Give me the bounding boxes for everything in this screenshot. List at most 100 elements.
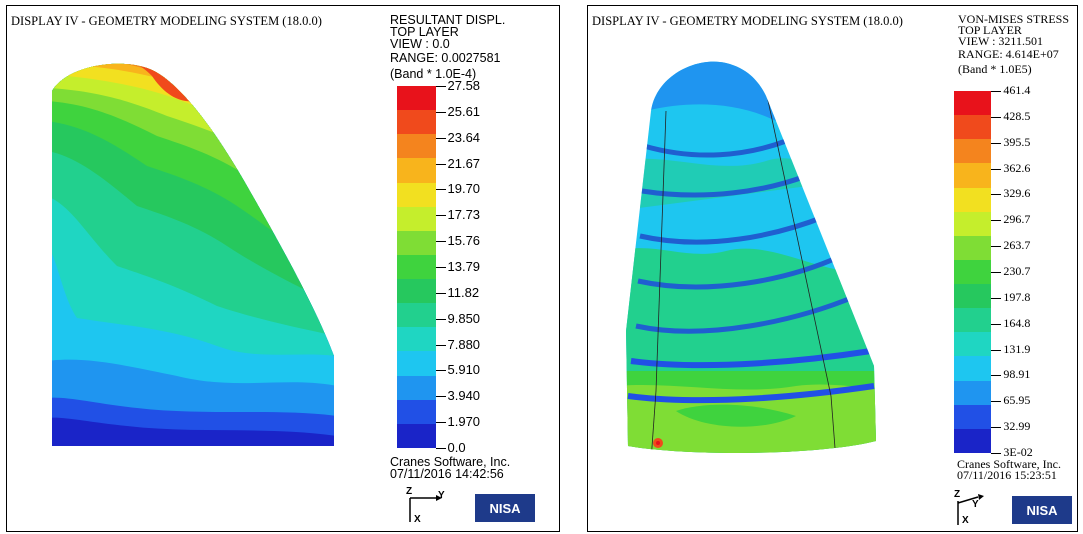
scale-label: 1.970 [447, 414, 481, 430]
right-panel: DISPLAY IV - GEOMETRY MODELING SYSTEM (1… [587, 5, 1078, 532]
color-band [397, 110, 436, 135]
scale-label: 13.79 [447, 259, 481, 274]
scale-tick [435, 267, 446, 268]
color-band [397, 423, 436, 449]
color-band [954, 91, 992, 116]
scale-label: 23.64 [447, 129, 481, 145]
left-layer: TOP LAYER [390, 25, 459, 39]
color-band [397, 351, 436, 377]
right-range: RANGE: 4.614E+07 [958, 47, 1059, 61]
scale-label: 296.7 [1003, 212, 1031, 227]
scale-tick [991, 453, 1002, 454]
scale-label: 164.8 [1003, 315, 1031, 330]
scale-label: 98.91 [1003, 367, 1031, 382]
scale-label: 131.9 [1003, 341, 1031, 356]
scale-label: 5.910 [447, 362, 481, 378]
color-band [954, 428, 992, 454]
scale-label: 25.61 [447, 103, 481, 119]
scale-tick [991, 142, 1002, 144]
left-band-factor: (Band * 1.0E-4) [390, 67, 477, 81]
left-nisa-logo: NISA [475, 494, 535, 522]
color-band [954, 332, 992, 357]
scale-tick [991, 401, 1002, 403]
left-company: Cranes Software, Inc. [390, 455, 511, 469]
scale-label: 3E-02 [1003, 445, 1033, 459]
scale-label: 197.8 [1003, 289, 1031, 304]
scale-label: 9.850 [447, 310, 481, 326]
scale-tick [435, 163, 446, 165]
color-band [954, 308, 992, 333]
color-band [397, 303, 436, 328]
scale-label: 329.6 [1003, 186, 1031, 201]
scale-label: 21.67 [447, 155, 481, 171]
right-result-type: VON-MISES STRESS [958, 12, 1070, 26]
color-band [954, 163, 992, 189]
scale-tick [991, 91, 1002, 92]
scale-tick [435, 422, 446, 424]
scale-label: 230.7 [1003, 264, 1031, 278]
scale-label: 27.58 [447, 78, 481, 93]
right-view: VIEW : 3211.501 [958, 34, 1043, 48]
left-info: RESULTANT DISPL. TOP LAYER VIEW : 0.0 RA… [390, 13, 506, 81]
scale-tick [991, 220, 1002, 222]
scale-label: 7.880 [447, 336, 481, 352]
color-band [397, 86, 436, 111]
color-band [397, 182, 436, 208]
color-band [954, 187, 992, 213]
color-band [954, 259, 992, 285]
left-contour-plot [52, 63, 334, 446]
scale-tick [991, 116, 1002, 118]
axis-triad-icon [957, 494, 984, 525]
scale-label: 0.0 [447, 440, 466, 455]
right-header: DISPLAY IV - GEOMETRY MODELING SYSTEM (1… [592, 14, 903, 28]
scale-tick [991, 272, 1002, 273]
color-band [397, 158, 436, 184]
scale-tick [435, 241, 446, 243]
scale-tick [991, 194, 1002, 196]
scale-label: 32.99 [1003, 419, 1031, 434]
right-color-scale [954, 91, 1022, 454]
scale-label: 65.95 [1003, 393, 1031, 408]
scale-label: 263.7 [1003, 238, 1031, 253]
scale-label: 461.4 [1003, 83, 1031, 97]
color-band [397, 327, 436, 352]
right-axis-triad: Z Y X [948, 489, 988, 529]
scale-tick [435, 111, 446, 113]
scale-label: 19.70 [447, 181, 481, 197]
color-band [397, 134, 436, 159]
left-timestamp: 07/11/2016 14:42:56 [390, 467, 504, 481]
scale-tick [435, 344, 446, 346]
axis-triad-icon [409, 495, 442, 522]
right-nisa-logo-text: NISA [1026, 502, 1058, 518]
scale-label: 11.82 [447, 284, 480, 300]
color-band [954, 356, 992, 382]
left-axis-x-label: X [414, 514, 421, 525]
scale-label: 3.940 [447, 388, 481, 404]
scale-tick [991, 168, 1002, 170]
left-panel: DISPLAY IV - GEOMETRY MODELING SYSTEM (1… [6, 5, 560, 532]
left-nisa-logo-text: NISA [489, 500, 521, 516]
scale-label: 15.76 [447, 233, 481, 249]
scale-tick [435, 137, 446, 139]
color-band [954, 380, 992, 406]
color-band [397, 254, 436, 280]
color-band [397, 230, 436, 256]
scale-tick [435, 448, 446, 449]
left-result-type: RESULTANT DISPL. [390, 13, 506, 27]
scale-tick [435, 189, 446, 191]
right-band-factor: (Band * 1.0E5) [958, 62, 1032, 76]
right-contour-plot [626, 61, 876, 453]
right-nisa-logo: NISA [1012, 496, 1072, 524]
color-band [954, 115, 992, 140]
left-footer: Cranes Software, Inc. 07/11/2016 14:42:5… [390, 455, 511, 481]
right-axis-y-label: Y [972, 499, 979, 510]
scale-tick [435, 86, 446, 87]
scale-tick [991, 349, 1002, 351]
left-range: RANGE: 0.0027581 [390, 51, 501, 65]
scale-tick [435, 318, 446, 320]
left-axis-triad: Z Y X [402, 486, 445, 526]
color-band [954, 235, 992, 261]
right-footer: Cranes Software, Inc. 07/11/2016 15:23:5… [957, 458, 1061, 481]
right-axis-x-label: X [962, 515, 969, 526]
scale-tick [435, 396, 446, 398]
